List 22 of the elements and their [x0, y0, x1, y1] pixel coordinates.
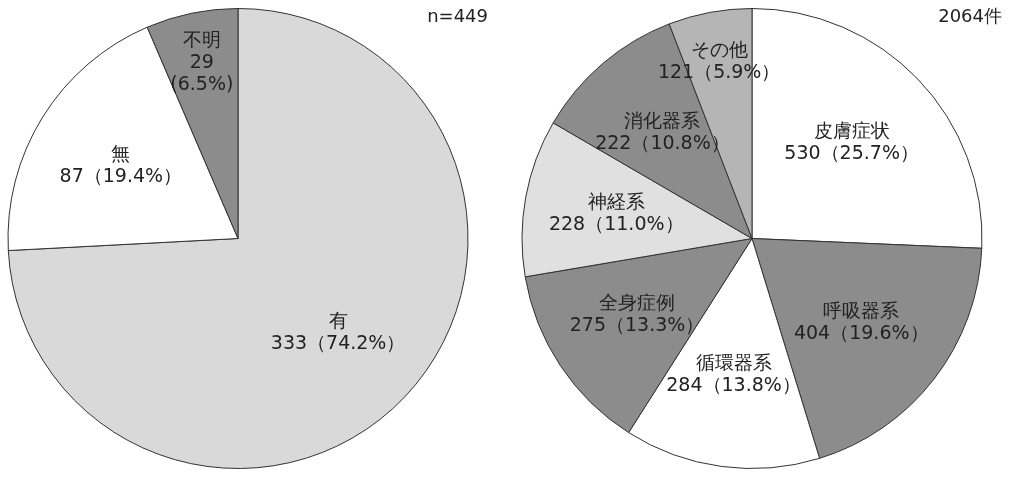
data-label: 404（19.6%） [793, 320, 929, 343]
slice-label: 循環器系 [695, 351, 772, 374]
slice-label: 神経系 [587, 189, 645, 212]
slice-label: 消化器系 [624, 109, 701, 132]
slice-label: 皮膚症状 [813, 118, 890, 141]
data-label: 228（11.0%） [548, 211, 684, 234]
slice-label: その他 [690, 38, 748, 61]
data-label: 222（10.8%） [595, 131, 730, 154]
chart-title: n=449 [427, 4, 488, 26]
data-label: 87（19.4%） [59, 163, 183, 186]
data-label: 29 (6.5%) [170, 49, 234, 94]
data-label: 530（25.7%） [784, 140, 919, 163]
data-label: 284（13.8%） [666, 373, 801, 396]
chart-title: 2064件 [938, 4, 1002, 26]
slice-label: 不明 [182, 27, 221, 50]
slice-label: 呼吸器系 [823, 298, 900, 321]
slice-label: 無 [111, 141, 131, 164]
slice-label: 有 [328, 309, 348, 332]
data-label: 121（5.9%） [657, 60, 781, 83]
data-label: 275（13.3%） [569, 312, 705, 335]
data-label: 333（74.2%） [270, 331, 406, 354]
slice-label: 全身症例 [599, 290, 676, 313]
